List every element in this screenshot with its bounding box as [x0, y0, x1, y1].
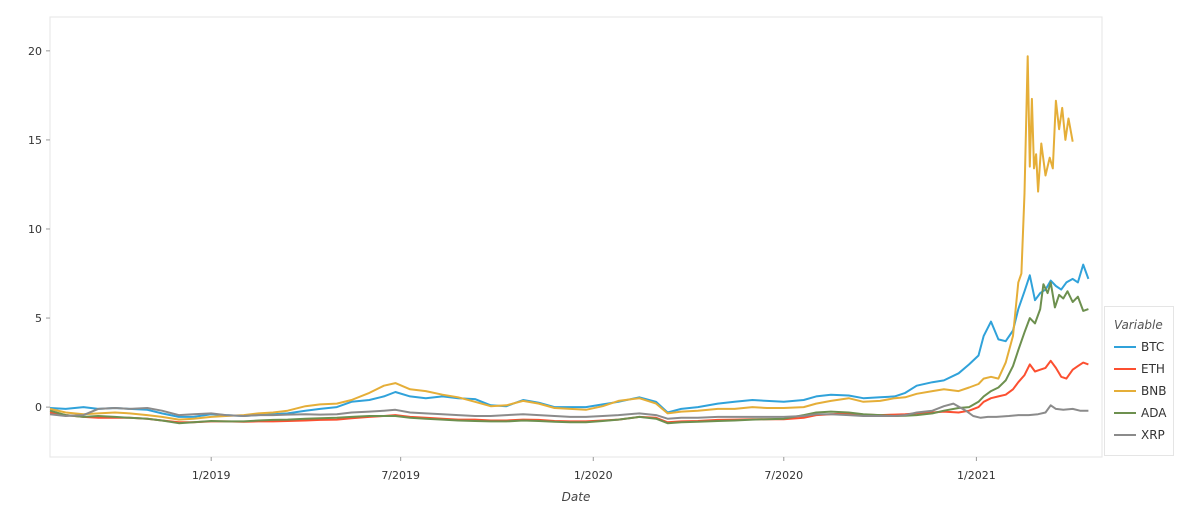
x-axis: 1/2019 7/2019 1/2020 7/2020 1/2021 [192, 457, 996, 482]
legend-item-btc[interactable]: BTC [1114, 339, 1164, 355]
legend-swatch-xrp [1114, 434, 1136, 436]
legend-swatch-eth [1114, 368, 1136, 370]
series-line-ada [49, 281, 1089, 425]
y-tick-label: 5 [35, 312, 42, 325]
y-tick-label: 10 [28, 223, 42, 236]
y-tick-label: 20 [28, 45, 42, 58]
x-tick-label: 7/2020 [764, 469, 803, 482]
legend-swatch-bnb [1114, 390, 1136, 392]
x-tick-label: 1/2020 [574, 469, 613, 482]
series-line-bnb [49, 55, 1074, 421]
y-tick-label: 15 [28, 134, 42, 147]
x-tick-label: 1/2019 [192, 469, 231, 482]
legend-item-ada[interactable]: ADA [1114, 405, 1166, 421]
legend-item-eth[interactable]: ETH [1114, 361, 1165, 377]
legend-label-eth: ETH [1141, 362, 1165, 376]
legend-label-bnb: BNB [1141, 384, 1167, 398]
legend-label-btc: BTC [1141, 340, 1165, 354]
series-line-xrp [49, 402, 1089, 420]
series-lines [49, 55, 1090, 425]
legend-item-xrp[interactable]: XRP [1114, 427, 1165, 443]
legend: Variable BTC ETH BNB ADA XRP [1104, 306, 1174, 456]
legend-label-xrp: XRP [1141, 428, 1165, 442]
legend-item-bnb[interactable]: BNB [1114, 383, 1166, 399]
x-axis-title: Date [562, 490, 591, 504]
x-tick-label: 1/2021 [957, 469, 996, 482]
plot-area [49, 16, 1103, 458]
legend-swatch-ada [1114, 412, 1136, 414]
legend-swatch-btc [1114, 346, 1136, 348]
legend-title: Variable [1114, 318, 1163, 332]
x-tick-label: 7/2019 [381, 469, 420, 482]
y-axis: 0 5 10 15 20 [28, 45, 50, 414]
y-tick-label: 0 [35, 401, 42, 414]
legend-label-ada: ADA [1141, 406, 1167, 420]
